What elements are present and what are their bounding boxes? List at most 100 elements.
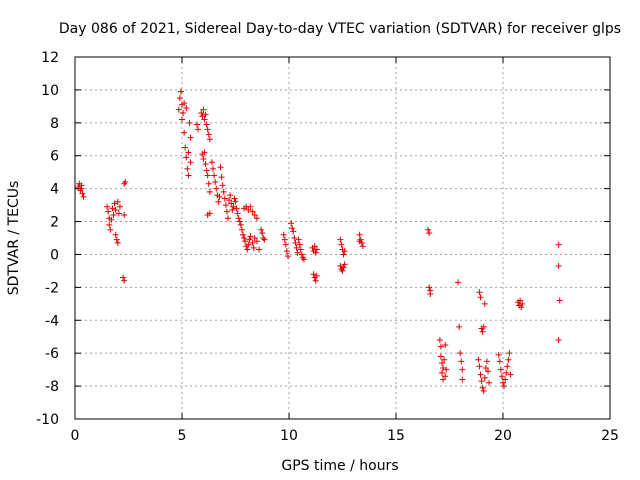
data-point (555, 241, 562, 248)
grid (75, 57, 610, 419)
data-point (204, 126, 211, 133)
data-point (79, 190, 86, 197)
data-point (505, 356, 512, 363)
data-point (261, 236, 268, 243)
data-point (231, 195, 238, 202)
data-point (245, 241, 252, 248)
y-tick-label: 4 (50, 182, 59, 198)
data-point (359, 243, 366, 250)
data-point (201, 116, 208, 123)
data-point (250, 244, 257, 251)
data-point (104, 203, 111, 210)
data-point (222, 202, 229, 209)
data-point (200, 106, 207, 113)
data-point (556, 297, 563, 304)
data-point (202, 160, 209, 167)
data-point (426, 230, 433, 237)
data-point (186, 119, 193, 126)
data-point (295, 236, 302, 243)
data-point (185, 149, 192, 156)
data-point (208, 159, 215, 166)
data-point (292, 239, 299, 246)
x-tick-label: 15 (387, 428, 405, 444)
data-point (283, 248, 290, 255)
data-point (519, 300, 526, 307)
data-point (216, 193, 223, 200)
data-point (504, 363, 511, 370)
data-point (249, 208, 256, 215)
data-point (200, 156, 207, 163)
data-point (215, 198, 222, 205)
data-point (477, 371, 484, 378)
data-point (228, 200, 235, 207)
data-point (482, 364, 489, 371)
y-tick-label: 8 (50, 116, 59, 132)
y-tick-label: 10 (41, 83, 59, 99)
data-point (313, 246, 320, 253)
data-point (481, 300, 488, 307)
y-tick-label: 0 (50, 247, 59, 263)
y-tick-label: -6 (45, 346, 59, 362)
y-tick-label: -10 (36, 412, 59, 428)
data-point (425, 226, 432, 233)
data-point (479, 328, 486, 335)
plot-frame (74, 56, 611, 420)
data-point (501, 383, 508, 390)
data-point (223, 208, 230, 215)
data-point (203, 121, 210, 128)
data-point (181, 100, 188, 107)
data-point (245, 207, 252, 214)
data-point (298, 251, 305, 258)
data-point (112, 207, 119, 214)
data-point (500, 379, 506, 386)
data-point (199, 113, 206, 120)
data-point (312, 277, 319, 284)
y-axis-title: SDTVAR / TECUs (6, 181, 22, 296)
data-point (291, 235, 298, 241)
data-point (256, 246, 263, 253)
data-point (246, 236, 253, 243)
data-point (458, 358, 465, 365)
data-point (502, 376, 509, 383)
data-point (213, 185, 220, 192)
data-point (480, 388, 487, 395)
y-tick-labels: -10 -8 -6 -4 -2 0 2 4 6 8 10 12 (36, 50, 59, 428)
data-point (121, 211, 128, 218)
data-point (235, 215, 242, 222)
data-point (242, 238, 249, 245)
data-point (226, 197, 233, 204)
data-point (443, 366, 450, 373)
data-point (313, 272, 320, 279)
data-point (241, 235, 248, 241)
data-point (217, 164, 224, 171)
data-point (201, 149, 208, 156)
data-point (503, 369, 510, 376)
data-point (205, 180, 212, 187)
data-point (518, 304, 525, 311)
data-point (204, 172, 211, 179)
data-point (220, 188, 227, 195)
data-point (107, 226, 114, 233)
data-point (182, 144, 189, 151)
data-point (122, 179, 129, 186)
data-point (496, 358, 503, 365)
data-point (259, 230, 266, 237)
data-point (230, 203, 237, 210)
data-point (175, 106, 182, 113)
data-point (239, 231, 246, 238)
data-point (440, 376, 447, 383)
data-point (480, 323, 487, 330)
data-point (212, 179, 219, 186)
data-point (478, 378, 485, 385)
data-point (80, 193, 87, 200)
data-point (289, 225, 296, 232)
data-point (497, 366, 504, 373)
data-point (475, 356, 482, 363)
data-point (187, 134, 194, 141)
data-point (281, 236, 288, 243)
data-point (483, 358, 490, 365)
data-point (439, 360, 446, 367)
data-point (249, 239, 256, 246)
data-point (181, 129, 188, 136)
data-point (253, 215, 260, 222)
